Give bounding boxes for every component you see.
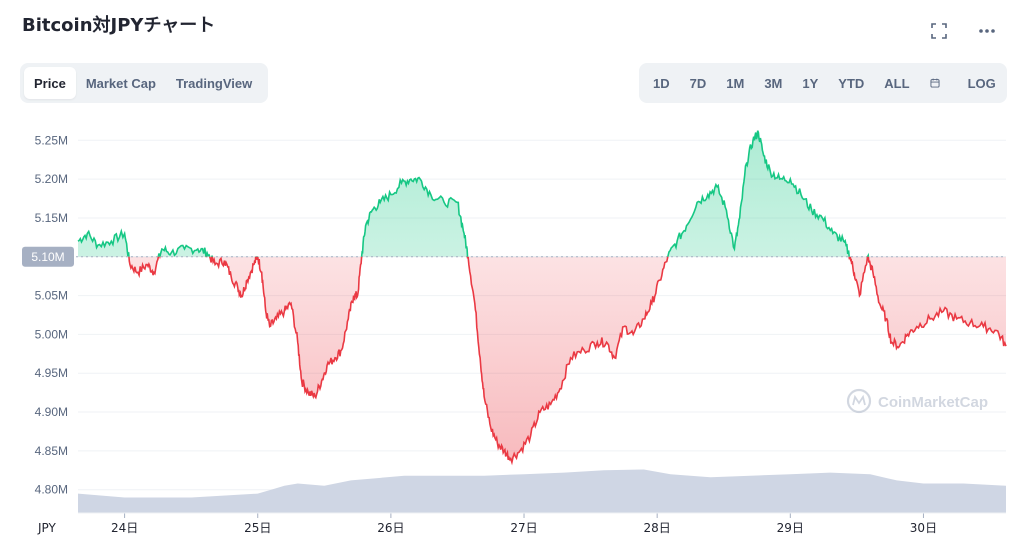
y-tick-label: 5.05M (35, 289, 68, 303)
baseline-badge: 5.10M (22, 246, 74, 267)
price-line-below (128, 256, 1007, 466)
watermark-text: CoinMarketCap (878, 394, 988, 411)
volume-area (78, 469, 1006, 513)
x-tick-label: 30日 (910, 521, 937, 535)
range-3m-button[interactable]: 3M (764, 75, 783, 91)
tab-price[interactable]: Price (24, 67, 76, 99)
x-unit-label: JPY (37, 521, 57, 535)
x-tick-label: 24日 (111, 521, 138, 535)
log-scale-button[interactable]: LOG (967, 75, 996, 91)
fullscreen-icon[interactable] (928, 20, 950, 42)
calendar-icon (930, 78, 940, 88)
page-title: Bitcoin対JPYチャート (22, 15, 216, 36)
range-1y-button[interactable]: 1Y (802, 75, 819, 91)
x-tick-label: 26日 (377, 521, 404, 535)
baseline-badge-label: 5.10M (31, 250, 64, 264)
range-1m-button[interactable]: 1M (726, 75, 745, 91)
watermark: CoinMarketCap (846, 388, 988, 414)
y-tick-label: 4.80M (35, 483, 68, 497)
range-1d-button[interactable]: 1D (653, 75, 670, 91)
range-7d-button[interactable]: 7D (689, 75, 707, 91)
y-tick-label: 5.25M (35, 133, 68, 147)
price-fill-below (78, 256, 1006, 463)
y-tick-label: 4.95M (35, 366, 68, 380)
coinmarketcap-logo-icon (846, 388, 872, 414)
range-all-button[interactable]: ALL (884, 75, 910, 91)
y-tick-label: 5.20M (35, 172, 68, 186)
y-tick-label: 4.90M (35, 405, 68, 419)
x-tick-label: 28日 (644, 521, 671, 535)
y-tick-label: 5.15M (35, 211, 68, 225)
x-axis: JPY 24日 25日 26日 27日 28日 29日 30日 (37, 512, 1006, 535)
x-tick-label: 27日 (510, 521, 537, 535)
y-tick-label: 5.00M (35, 327, 68, 341)
coinmarketcap-logo-mark (852, 394, 866, 406)
y-tick-label: 4.85M (35, 444, 68, 458)
calendar-button[interactable] (920, 67, 950, 99)
tab-tradingview[interactable]: TradingView (175, 75, 253, 91)
chart-type-tabs: Price Market Cap TradingView (20, 63, 268, 103)
x-tick-label: 25日 (244, 521, 271, 535)
y-axis: 4.80M4.85M4.90M4.95M5.00M5.05M5.10M5.15M… (35, 133, 68, 496)
top-toolbar (928, 20, 998, 42)
range-ytd-button[interactable]: YTD (838, 75, 865, 91)
time-range-selector: 1D 7D 1M 3M 1Y YTD ALL LOG (639, 63, 1007, 103)
baseline-badge-bg (22, 246, 74, 267)
price-line-above (77, 130, 870, 257)
x-tick-label: 29日 (777, 521, 804, 535)
tab-market-cap[interactable]: Market Cap (85, 75, 156, 91)
more-icon[interactable] (976, 20, 998, 42)
